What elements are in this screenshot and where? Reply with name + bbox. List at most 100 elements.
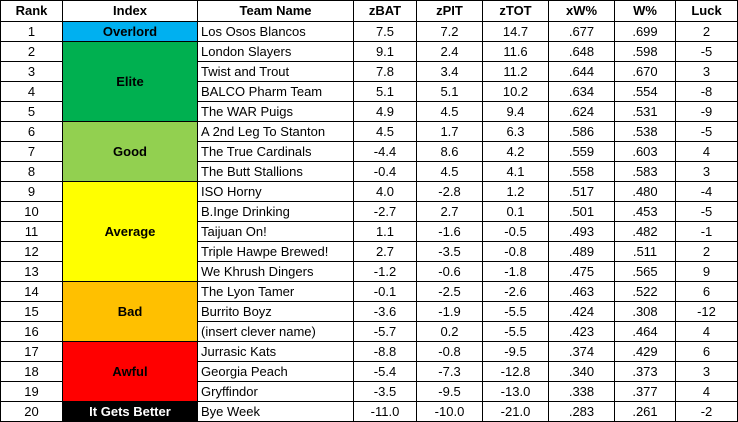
luck-cell: -2 xyxy=(675,401,738,422)
w-cell: .373 xyxy=(614,361,676,382)
w-cell: .480 xyxy=(614,181,676,202)
xw-cell: .624 xyxy=(548,101,615,122)
rank-cell: 15 xyxy=(0,301,63,322)
table-row: 18 Georgia Peach -5.4 -7.3 -12.8.340.373 3 xyxy=(0,361,738,382)
ztot-cell: 10.2 xyxy=(482,81,549,102)
w-cell: .464 xyxy=(614,321,676,342)
zbat-cell: -1.2 xyxy=(353,261,417,282)
w-cell: .511 xyxy=(614,241,676,262)
team-name-cell: Gryffindor xyxy=(197,381,354,402)
zbat-cell: 9.1 xyxy=(353,41,417,62)
w-cell: .565 xyxy=(614,261,676,282)
rank-header: Rank xyxy=(0,0,63,22)
w-cell: .583 xyxy=(614,161,676,182)
w-cell: .429 xyxy=(614,341,676,362)
zpit-cell: -1.9 xyxy=(416,301,483,322)
zpit-cell: -2.5 xyxy=(416,281,483,302)
ztot-cell: -5.5 xyxy=(482,321,549,342)
ztot-cell: -12.8 xyxy=(482,361,549,382)
zpit-cell: 4.5 xyxy=(416,101,483,122)
team-name-cell: B.Inge Drinking xyxy=(197,201,354,222)
zbat-cell: 4.0 xyxy=(353,181,417,202)
rank-cell: 11 xyxy=(0,221,63,242)
zpit-cell: -7.3 xyxy=(416,361,483,382)
team-name-cell: Twist and Trout xyxy=(197,61,354,82)
w-cell: .670 xyxy=(614,61,676,82)
xw-cell: .374 xyxy=(548,341,615,362)
xw-cell: .648 xyxy=(548,41,615,62)
zbat-cell: 5.1 xyxy=(353,81,417,102)
zbat-cell: 4.9 xyxy=(353,101,417,122)
xw-cell: .634 xyxy=(548,81,615,102)
luck-cell: 6 xyxy=(675,281,738,302)
team-name-cell: London Slayers xyxy=(197,41,354,62)
zbat-cell: -0.1 xyxy=(353,281,417,302)
zbat-cell: 7.8 xyxy=(353,61,417,82)
zpit-cell: -9.5 xyxy=(416,381,483,402)
rank-cell: 2 xyxy=(0,41,63,62)
rank-cell: 14 xyxy=(0,281,63,302)
ztot-header: zTOT xyxy=(482,0,549,22)
team-name-cell: The True Cardinals xyxy=(197,141,354,162)
zpit-cell: -1.6 xyxy=(416,221,483,242)
luck-cell: -12 xyxy=(675,301,738,322)
xw-cell: .338 xyxy=(548,381,615,402)
tier-label: Average xyxy=(62,181,198,282)
zpit-cell: 1.7 xyxy=(416,121,483,142)
luck-cell: 9 xyxy=(675,261,738,282)
luck-cell: -5 xyxy=(675,121,738,142)
zbat-cell: -5.7 xyxy=(353,321,417,342)
w-cell: .699 xyxy=(614,21,676,42)
luck-cell: 3 xyxy=(675,61,738,82)
ztot-cell: -9.5 xyxy=(482,341,549,362)
luck-cell: -9 xyxy=(675,101,738,122)
team-name-cell: BALCO Pharm Team xyxy=(197,81,354,102)
zpit-cell: -3.5 xyxy=(416,241,483,262)
team-name-cell: Bye Week xyxy=(197,401,354,422)
ztot-cell: -5.5 xyxy=(482,301,549,322)
luck-cell: -4 xyxy=(675,181,738,202)
team-name-cell: Burrito Boyz xyxy=(197,301,354,322)
ztot-cell: 9.4 xyxy=(482,101,549,122)
xw-cell: .493 xyxy=(548,221,615,242)
rank-cell: 4 xyxy=(0,81,63,102)
zpit-cell: -2.8 xyxy=(416,181,483,202)
ztot-cell: 11.6 xyxy=(482,41,549,62)
ztot-cell: 14.7 xyxy=(482,21,549,42)
zpit-cell: 8.6 xyxy=(416,141,483,162)
zbat-cell: -3.5 xyxy=(353,381,417,402)
zpit-cell: 7.2 xyxy=(416,21,483,42)
table-body: 1 Overlord Los Osos Blancos 7.5 7.2 14.7.677.… xyxy=(0,21,738,422)
xw-cell: .424 xyxy=(548,301,615,322)
table-row: 9 Average ISO Horny 4.0 -2.8 1.2.517.480 -4 xyxy=(0,181,738,282)
ztot-cell: -21.0 xyxy=(482,401,549,422)
luck-cell: -1 xyxy=(675,221,738,242)
luck-cell: 2 xyxy=(675,21,738,42)
luck-cell: -5 xyxy=(675,201,738,222)
team-name-cell: ISO Horny xyxy=(197,181,354,202)
index-header: Index xyxy=(62,0,198,22)
xw-cell: .558 xyxy=(548,161,615,182)
zbat-cell: 7.5 xyxy=(353,21,417,42)
w-cell: .482 xyxy=(614,221,676,242)
team-name-cell: The WAR Puigs xyxy=(197,101,354,122)
rank-cell: 16 xyxy=(0,321,63,342)
team-name-cell: (insert clever name) xyxy=(197,321,354,342)
zbat-cell: -3.6 xyxy=(353,301,417,322)
team-name-cell: The Lyon Tamer xyxy=(197,281,354,302)
table-row: 6 Good A 2nd Leg To Stanton 4.5 1.7 6.3.586.5… xyxy=(0,121,738,182)
xw-cell: .340 xyxy=(548,361,615,382)
rank-cell: 18 xyxy=(0,361,63,382)
team-name-header: Team Name xyxy=(197,0,354,22)
w-cell: .598 xyxy=(614,41,676,62)
table-row: 7 The True Cardinals -4.4 8.6 4.2.559.603 4 xyxy=(0,141,738,162)
rank-cell: 7 xyxy=(0,141,63,162)
zpit-cell: -0.8 xyxy=(416,341,483,362)
table-row: 19 Gryffindor -3.5 -9.5 -13.0.338.377 4 xyxy=(0,381,738,402)
luck-cell: 2 xyxy=(675,241,738,262)
xw-cell: .644 xyxy=(548,61,615,82)
w-cell: .377 xyxy=(614,381,676,402)
ztot-cell: -13.0 xyxy=(482,381,549,402)
table-row: 15 Burrito Boyz -3.6 -1.9 -5.5.424.308 -12 xyxy=(0,301,738,322)
